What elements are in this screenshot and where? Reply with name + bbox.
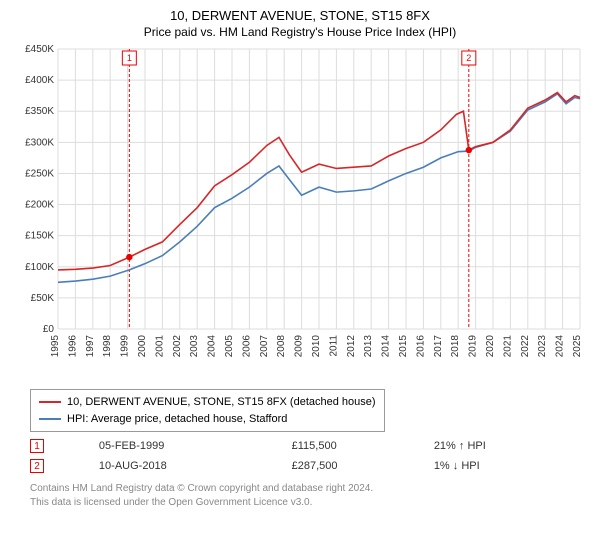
legend-swatch-hpi	[39, 418, 61, 420]
svg-text:£350K: £350K	[25, 106, 54, 117]
sale-marker-icon: 1	[30, 439, 44, 453]
svg-text:2003: 2003	[189, 335, 200, 358]
svg-text:2005: 2005	[224, 335, 235, 358]
svg-text:2016: 2016	[415, 335, 426, 358]
svg-text:2001: 2001	[154, 335, 165, 358]
legend: 10, DERWENT AVENUE, STONE, ST15 8FX (det…	[30, 389, 385, 432]
sale-delta: 1% ↓ HPI	[434, 456, 590, 476]
svg-text:1997: 1997	[85, 335, 96, 358]
svg-text:2022: 2022	[520, 335, 531, 358]
chart-subtitle: Price paid vs. HM Land Registry's House …	[10, 25, 590, 39]
line-chart-svg: £0 £50K £100K £150K £200K £250K £300K £350K £400…	[10, 43, 590, 383]
table-row: 2 10-AUG-2018 £287,500 1% ↓ HPI	[30, 456, 590, 476]
footer-line2: This data is licensed under the Open Gov…	[30, 496, 590, 510]
chart-container: 10, DERWENT AVENUE, STONE, ST15 8FX Pric…	[0, 0, 600, 560]
svg-text:£300K: £300K	[25, 137, 54, 148]
svg-text:£200K: £200K	[25, 200, 54, 211]
svg-text:2020: 2020	[485, 335, 496, 358]
sale-delta: 21% ↑ HPI	[434, 436, 590, 456]
svg-text:2: 2	[466, 53, 471, 63]
svg-text:£0: £0	[43, 324, 55, 335]
svg-text:2002: 2002	[172, 335, 183, 358]
svg-text:1995: 1995	[50, 335, 61, 358]
svg-text:2000: 2000	[137, 335, 148, 358]
svg-text:2024: 2024	[555, 335, 566, 358]
legend-item-property: 10, DERWENT AVENUE, STONE, ST15 8FX (det…	[39, 394, 376, 411]
svg-text:£250K: £250K	[25, 168, 54, 179]
sale-date: 10-AUG-2018	[99, 456, 292, 476]
svg-text:2019: 2019	[468, 335, 479, 358]
svg-text:2009: 2009	[294, 335, 305, 358]
footer-line1: Contains HM Land Registry data © Crown c…	[30, 482, 590, 496]
svg-text:2006: 2006	[241, 335, 252, 358]
sales-table: 1 05-FEB-1999 £115,500 21% ↑ HPI 2 10-AU…	[30, 436, 590, 476]
svg-text:2007: 2007	[259, 335, 270, 358]
svg-text:2018: 2018	[450, 335, 461, 358]
sale-marker-icon: 2	[30, 459, 44, 473]
legend-swatch-property	[39, 401, 61, 403]
legend-item-hpi: HPI: Average price, detached house, Staf…	[39, 411, 376, 428]
chart-title-address: 10, DERWENT AVENUE, STONE, ST15 8FX	[10, 8, 590, 23]
svg-text:2013: 2013	[363, 335, 374, 358]
plot-area: £0 £50K £100K £150K £200K £250K £300K £350K £400…	[10, 43, 590, 383]
svg-text:£150K: £150K	[25, 231, 54, 242]
svg-text:1998: 1998	[102, 335, 113, 358]
svg-text:2004: 2004	[207, 335, 218, 358]
svg-text:£400K: £400K	[25, 75, 54, 86]
svg-text:2010: 2010	[311, 335, 322, 358]
svg-text:1999: 1999	[120, 335, 131, 358]
svg-text:£50K: £50K	[31, 293, 55, 304]
svg-text:2014: 2014	[381, 335, 392, 358]
sale-price: £115,500	[292, 436, 434, 456]
svg-text:£100K: £100K	[25, 262, 54, 273]
svg-text:2008: 2008	[276, 335, 287, 358]
svg-text:2017: 2017	[433, 335, 444, 358]
sale-date: 05-FEB-1999	[99, 436, 292, 456]
legend-label-property: 10, DERWENT AVENUE, STONE, ST15 8FX (det…	[67, 394, 376, 411]
svg-text:2011: 2011	[328, 335, 339, 357]
svg-text:2023: 2023	[537, 335, 548, 358]
svg-text:2025: 2025	[572, 335, 583, 358]
table-row: 1 05-FEB-1999 £115,500 21% ↑ HPI	[30, 436, 590, 456]
svg-text:1: 1	[127, 53, 132, 63]
svg-text:£450K: £450K	[25, 44, 54, 55]
svg-text:1996: 1996	[67, 335, 78, 358]
svg-text:2012: 2012	[346, 335, 357, 358]
sale-price: £287,500	[292, 456, 434, 476]
svg-text:2021: 2021	[502, 335, 513, 358]
footer-attribution: Contains HM Land Registry data © Crown c…	[30, 482, 590, 509]
legend-label-hpi: HPI: Average price, detached house, Staf…	[67, 411, 287, 428]
svg-text:2015: 2015	[398, 335, 409, 358]
